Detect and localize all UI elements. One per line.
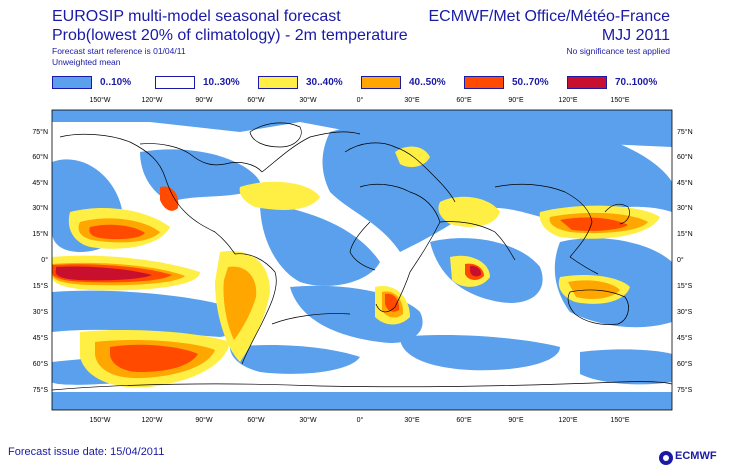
lon-label: 120°E <box>558 96 577 104</box>
legend-label: 10..30% <box>203 77 240 88</box>
lat-label: 30°N <box>677 204 693 212</box>
weighting-note: Unweighted mean <box>52 57 121 67</box>
significance-note: No significance test applied <box>566 46 670 56</box>
lat-label: 0° <box>677 256 684 264</box>
lon-label: 120°E <box>558 416 577 424</box>
lon-label: 90°E <box>508 416 524 424</box>
lon-labels-bottom: 150°W 120°W 90°W 60°W 30°W 0° 30°E 60°E … <box>89 416 629 424</box>
legend-swatch <box>52 76 92 89</box>
legend-swatch <box>258 76 298 89</box>
legend-label: 0..10% <box>100 77 132 88</box>
lon-label: 60°W <box>247 96 265 104</box>
lon-label: 30°W <box>299 416 317 424</box>
lat-label: 60°S <box>33 360 49 368</box>
lon-label: 0° <box>357 416 364 424</box>
organisations: ECMWF/Met Office/Météo-France <box>428 8 670 25</box>
forecast-issue-date: Forecast issue date: 15/04/2011 <box>8 446 165 458</box>
lon-label: 120°W <box>141 96 162 104</box>
lat-label: 60°N <box>677 153 693 161</box>
ecmwf-logo-text: ECMWF <box>675 450 717 462</box>
season-label: MJJ 2011 <box>601 27 670 44</box>
ecmwf-logo: ECMWF <box>659 449 723 467</box>
legend-label: 40..50% <box>409 77 446 88</box>
lat-label: 45°S <box>677 334 693 342</box>
lon-label: 150°W <box>89 416 110 424</box>
lon-label: 60°W <box>247 416 265 424</box>
legend-label: 50..70% <box>512 77 549 88</box>
lat-labels-left: 75°N 60°N 45°N 30°N 15°N 0° 15°S 30°S 45… <box>32 128 48 394</box>
lon-labels-top: 150°W 120°W 90°W 60°W 30°W 0° 30°E 60°E … <box>89 96 629 104</box>
lon-label: 90°E <box>508 96 524 104</box>
lat-label: 45°S <box>33 334 49 342</box>
lat-label: 30°S <box>33 308 49 316</box>
lon-label: 30°E <box>404 416 420 424</box>
lat-label: 30°N <box>32 204 48 212</box>
lat-label: 30°S <box>677 308 693 316</box>
lat-label: 60°S <box>677 360 693 368</box>
lat-labels-right: 75°N 60°N 45°N 30°N 15°N 0° 15°S 30°S 45… <box>677 128 693 394</box>
lon-label: 90°W <box>195 416 213 424</box>
map-frame <box>51 109 673 411</box>
lon-label: 150°E <box>610 416 629 424</box>
legend-swatch <box>567 76 607 89</box>
lon-label: 0° <box>357 96 364 104</box>
map-canvas: 150°W 120°W 90°W 60°W 30°W 0° 30°E 60°E … <box>32 96 693 424</box>
high-probability-areas <box>55 265 482 281</box>
coastlines <box>52 122 672 391</box>
lat-label: 75°S <box>33 386 49 394</box>
legend-label: 70..100% <box>615 77 658 88</box>
title-line-2: Prob(lowest 20% of climatology) - 2m tem… <box>52 27 408 44</box>
title-line-1: EUROSIP multi-model seasonal forecast <box>52 8 341 25</box>
lon-label: 60°E <box>456 416 472 424</box>
lat-label: 60°N <box>32 153 48 161</box>
ecmwf-logo-icon <box>659 451 673 465</box>
lat-label: 15°N <box>677 230 693 238</box>
lat-label: 45°N <box>32 179 48 187</box>
probability-map: 150°W 120°W 90°W 60°W 30°W 0° 30°E 60°E … <box>0 92 729 430</box>
lat-label: 75°N <box>677 128 693 136</box>
legend-label: 30..40% <box>306 77 343 88</box>
lon-label: 90°W <box>195 96 213 104</box>
legend-swatch <box>464 76 504 89</box>
lat-label: 15°S <box>33 282 49 290</box>
lat-label: 45°N <box>677 179 693 187</box>
color-legend: 0..10% 10..30% 30..40% 40..50% 50..70% 7… <box>52 75 672 91</box>
legend-swatch <box>155 76 195 89</box>
lat-label: 75°S <box>677 386 693 394</box>
forecast-reference: Forecast start reference is 01/04/11 <box>52 46 186 56</box>
lon-label: 150°W <box>89 96 110 104</box>
lon-label: 60°E <box>456 96 472 104</box>
lon-label: 120°W <box>141 416 162 424</box>
probability-shading <box>52 110 672 410</box>
lon-label: 30°E <box>404 96 420 104</box>
lat-label: 0° <box>41 256 48 264</box>
lon-label: 30°W <box>299 96 317 104</box>
lon-label: 150°E <box>610 96 629 104</box>
lat-label: 15°N <box>32 230 48 238</box>
lat-label: 15°S <box>677 282 693 290</box>
lat-label: 75°N <box>32 128 48 136</box>
legend-swatch <box>361 76 401 89</box>
